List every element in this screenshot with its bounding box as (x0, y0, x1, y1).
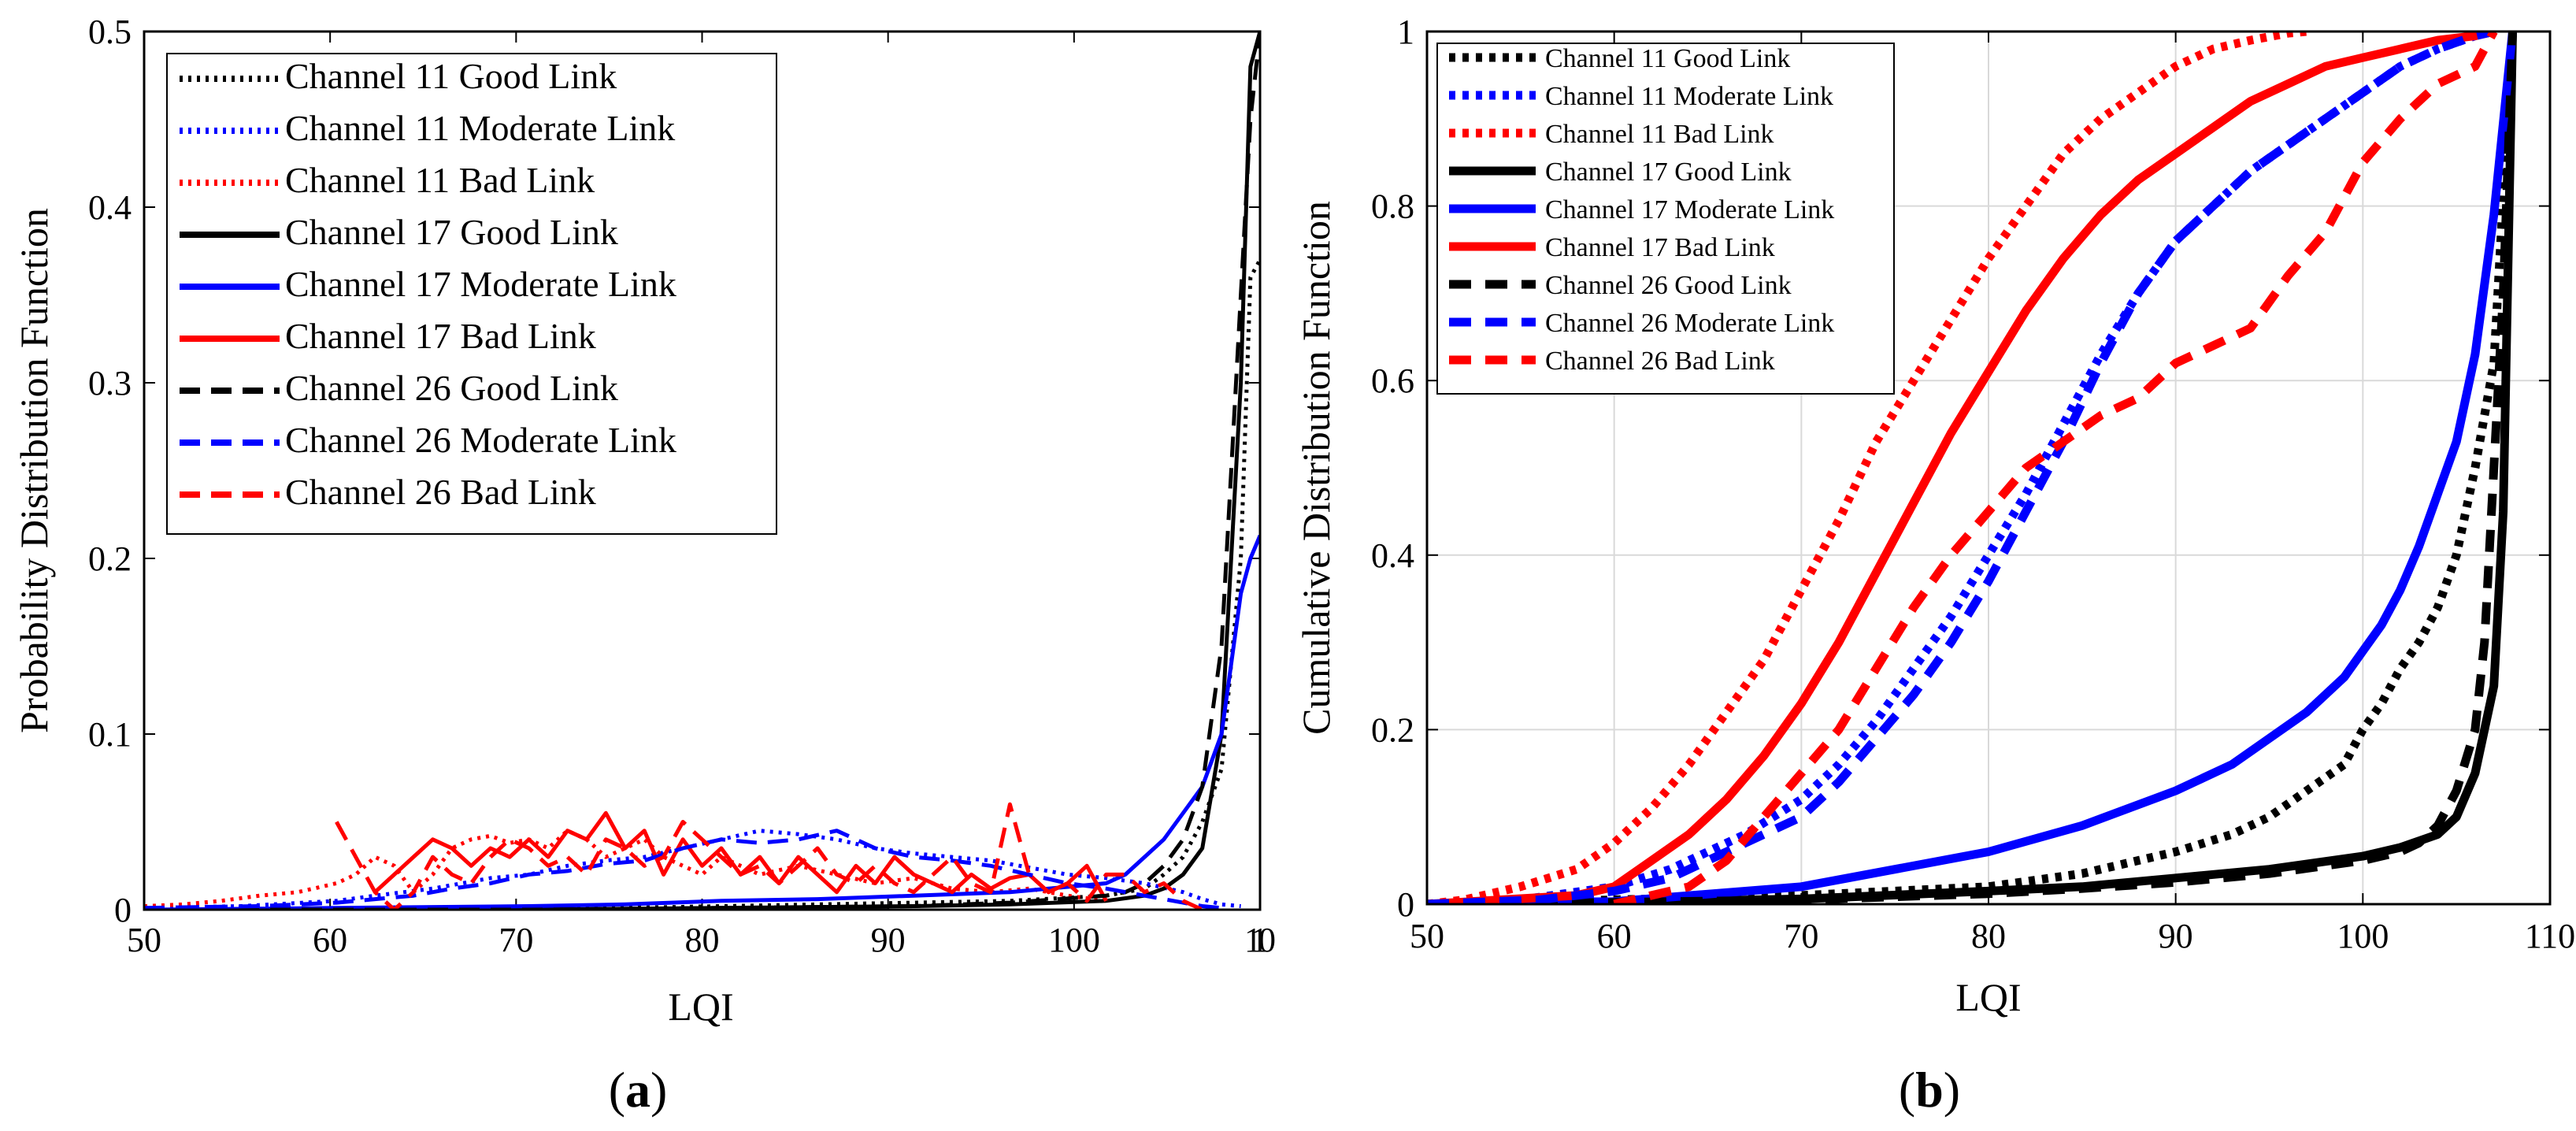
series-line-channel-26-good-link (1427, 32, 2517, 904)
legend-entry: Channel 11 Good Link (285, 56, 617, 96)
y-tick-label: 0.3 (88, 364, 132, 402)
x-tick-label: 60 (1597, 917, 1632, 955)
x-axis-label: LQI (1955, 975, 2021, 1019)
series-line-channel-17-moderate-link (1427, 32, 2517, 904)
x-tick-label: 80 (685, 921, 720, 959)
panel-label-letter: a (625, 1062, 650, 1118)
legend-entry: Channel 17 Moderate Link (285, 264, 676, 304)
axes-box (143, 30, 1262, 911)
series-line-channel-11-good-link (1427, 32, 2517, 904)
x-tick-label: 70 (499, 921, 533, 959)
x-tick-label: 90 (2159, 917, 2193, 955)
x-tick-label: 110 (2525, 917, 2575, 955)
y-tick-label: 0 (114, 891, 132, 929)
y-tick-label: 0.5 (88, 13, 132, 51)
series-line-channel-17-bad-link (1427, 32, 2495, 904)
legend-entry: Channel 26 Moderate Link (1545, 309, 1834, 338)
panel-label-close: ) (650, 1062, 667, 1118)
x-tick-label: 100 (1048, 921, 1100, 959)
y-tick-label: 0 (1397, 885, 1414, 924)
y-axis-label: Cumulative Distribution Function (1294, 201, 1338, 735)
legend-entry: Channel 11 Bad Link (285, 160, 595, 200)
series-group (1427, 32, 2517, 904)
legend-box (1436, 43, 1895, 395)
legend-entry: Channel 26 Bad Link (1545, 347, 1775, 376)
y-tick-label: 0.6 (1371, 362, 1414, 400)
legend: Channel 11 Good Link Channel 11 Moderate … (1436, 43, 1895, 395)
series-line-channel-11-moderate-link (144, 829, 1241, 910)
panel-label-letter: b (1915, 1062, 1944, 1118)
x-tick-label: 50 (1410, 917, 1444, 955)
chart-b: 50 60 70 80 90 100 110 0 0.2 0.4 0.6 0.8 1 Channel 11… (1294, 13, 2575, 1118)
x-tick-label: 50 (127, 921, 161, 959)
axes-box (1425, 30, 2552, 906)
y-tick-label: 0.1 (88, 715, 132, 754)
y-tick-label: 1 (1397, 13, 1414, 51)
legend-entry: Channel 26 Moderate Link (285, 420, 676, 460)
series-line-channel-17-moderate-link (144, 535, 1260, 910)
series-line-channel-26-moderate-link (144, 829, 1222, 910)
y-tick-label: 0.2 (1371, 710, 1414, 749)
y-tick-label: 0.8 (1371, 187, 1414, 226)
legend-entry: Channel 26 Good Link (1545, 271, 1792, 300)
legend: Channel 11 Good Link Channel 11 Moderate … (166, 53, 777, 535)
panel-label: (b) (1899, 1062, 1960, 1118)
legend-entry: Channel 11 Good Link (1545, 44, 1790, 73)
x-tick-label: 100 (2337, 917, 2389, 955)
legend-entry: Channel 26 Good Link (285, 368, 618, 408)
x-tick-label: 80 (1971, 917, 2006, 955)
x-tick-label: 110 (1244, 921, 1276, 959)
legend-entry: Channel 17 Moderate Link (1545, 195, 1834, 224)
series-line-channel-26-bad-link (335, 802, 1203, 910)
panel-label-open: ( (609, 1062, 625, 1118)
series-line-channel-26-bad-link (1613, 32, 2498, 904)
chart-a: 50 60 70 80 90 100 110 0 0.1 0.2 0.3 0.4 0.5 Channel … (12, 13, 1276, 1118)
legend-entry: Channel 11 Bad Link (1545, 120, 1774, 149)
panel-label-close: ) (1944, 1062, 1960, 1118)
y-tick-label: 0.4 (1371, 536, 1414, 575)
y-tick-label: 0.4 (88, 188, 132, 227)
panel-label-open: ( (1899, 1062, 1915, 1118)
x-tick-label: 60 (313, 921, 347, 959)
x-tick-label: 70 (1784, 917, 1818, 955)
y-tick-label: 0.2 (88, 540, 132, 578)
series-line-channel-26-moderate-link (1427, 32, 2495, 904)
legend-entry: Channel 17 Good Link (285, 212, 618, 252)
legend-entry: Channel 11 Moderate Link (285, 108, 675, 148)
panel-label: (a) (609, 1062, 668, 1118)
legend-entry: Channel 17 Good Link (1545, 158, 1792, 187)
legend-entry: Channel 26 Bad Link (285, 472, 596, 512)
x-axis-label: LQI (668, 985, 733, 1029)
legend-entry: Channel 17 Bad Link (285, 316, 596, 356)
legend-entry: Channel 17 Bad Link (1545, 233, 1775, 262)
legend-entry: Channel 11 Moderate Link (1545, 82, 1833, 111)
x-tick-label: 90 (871, 921, 906, 959)
y-axis-label: Probability Distribution Function (12, 208, 56, 733)
series-line-channel-11-bad-link (1427, 32, 2307, 904)
